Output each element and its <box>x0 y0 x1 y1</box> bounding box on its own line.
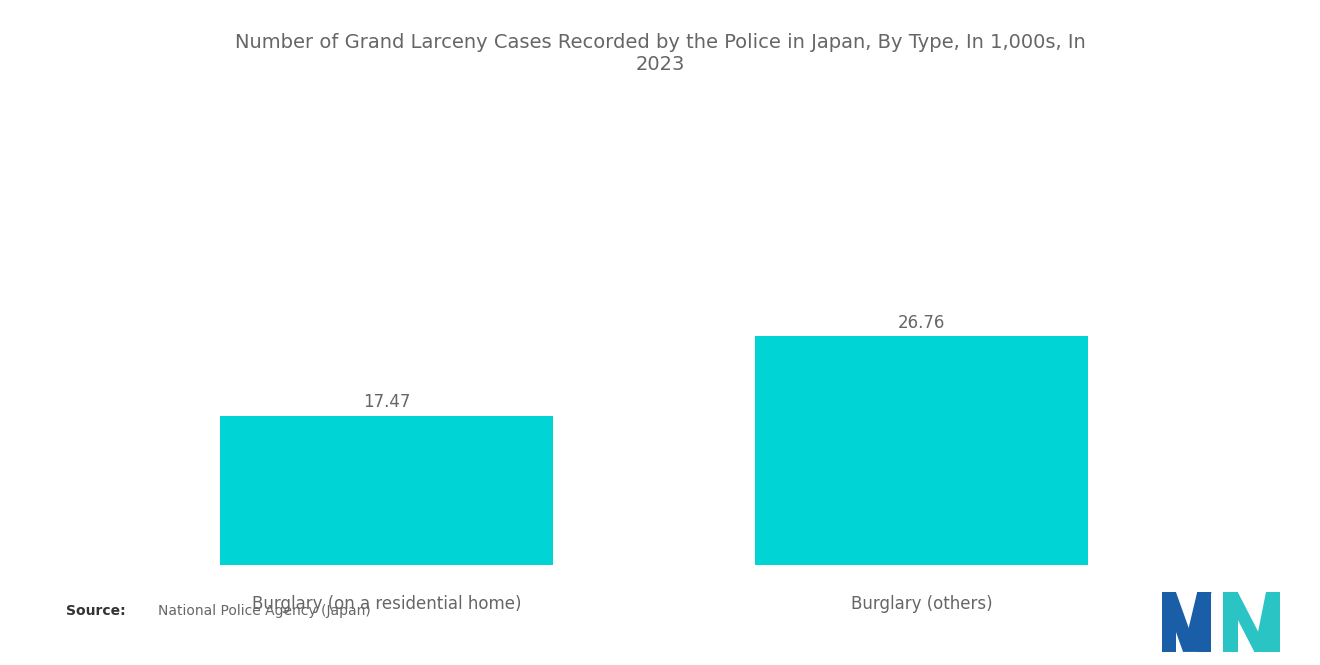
Polygon shape <box>1224 592 1269 652</box>
Polygon shape <box>1183 592 1212 652</box>
Polygon shape <box>1162 592 1197 652</box>
Text: Burglary (on a residential home): Burglary (on a residential home) <box>252 595 521 613</box>
Text: 26.76: 26.76 <box>898 314 945 332</box>
Polygon shape <box>1254 592 1280 652</box>
Polygon shape <box>1197 592 1212 652</box>
Text: National Police Agency (Japan): National Police Agency (Japan) <box>158 604 371 618</box>
Polygon shape <box>1162 592 1176 652</box>
Text: 17.47: 17.47 <box>363 393 411 411</box>
Bar <box>220 416 553 565</box>
Text: Number of Grand Larceny Cases Recorded by the Police in Japan, By Type, In 1,000: Number of Grand Larceny Cases Recorded b… <box>235 33 1085 74</box>
Text: Source:: Source: <box>66 604 125 618</box>
Polygon shape <box>1224 592 1238 652</box>
Bar <box>755 336 1088 565</box>
Text: Burglary (others): Burglary (others) <box>850 595 993 613</box>
